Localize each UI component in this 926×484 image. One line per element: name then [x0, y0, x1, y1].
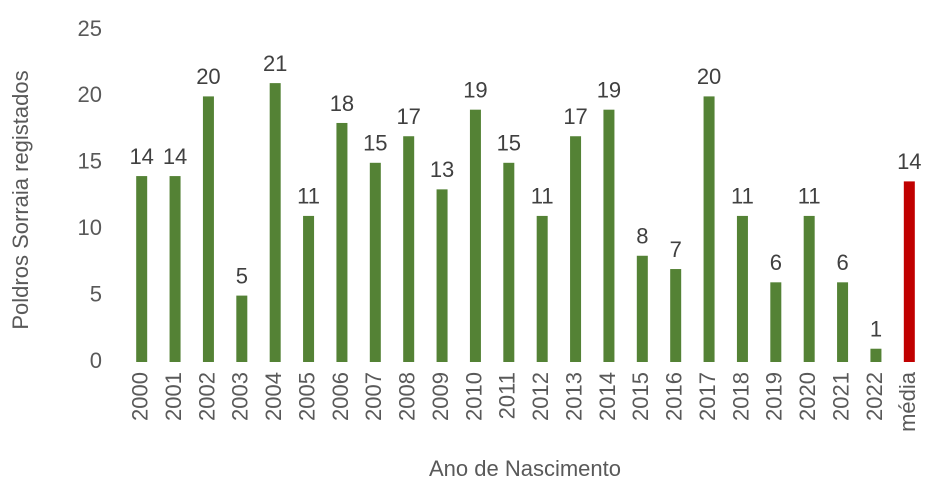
x-tick-label: 2022: [862, 372, 887, 421]
x-tick-label: 2013: [561, 372, 586, 421]
data-label: 19: [463, 77, 487, 102]
x-tick-label: 2016: [662, 372, 687, 421]
bar: [770, 282, 782, 362]
bar: [136, 176, 148, 362]
data-label: 18: [330, 91, 354, 116]
bar: [903, 181, 915, 362]
bar: [870, 348, 882, 362]
y-tick-label: 10: [78, 215, 102, 240]
data-label: 1: [870, 317, 882, 342]
data-label: 11: [531, 184, 554, 209]
data-label: 17: [563, 104, 587, 129]
x-tick-label: 2002: [194, 372, 219, 421]
data-label: 14: [129, 144, 153, 169]
data-label: 14: [163, 144, 187, 169]
bar: [603, 109, 615, 363]
bar: [269, 83, 281, 363]
y-tick-label: 25: [78, 16, 102, 41]
data-label: 8: [636, 224, 648, 249]
data-label: 6: [836, 250, 848, 275]
data-label: 11: [297, 184, 320, 209]
y-tick-label: 0: [90, 348, 102, 373]
bar: [236, 295, 248, 362]
data-label: 13: [430, 157, 454, 182]
bar: [202, 96, 214, 363]
y-tick-label: 20: [78, 82, 102, 107]
data-label: 15: [497, 131, 521, 156]
bar: [570, 136, 582, 362]
data-label: 19: [597, 77, 621, 102]
bar: [303, 215, 315, 362]
data-label: 21: [263, 51, 287, 76]
x-tick-label: 2014: [595, 372, 620, 421]
x-tick-label: 2012: [528, 372, 553, 421]
x-tick-label: 2008: [395, 372, 420, 421]
data-label: 7: [670, 237, 682, 262]
data-label: 11: [731, 184, 754, 209]
bar: [169, 176, 181, 362]
data-label: 20: [196, 64, 220, 89]
x-tick-label: 2017: [695, 372, 720, 421]
bar: [469, 109, 481, 363]
x-tick-label: 2006: [328, 372, 353, 421]
y-tick-label: 5: [90, 281, 102, 306]
x-tick-label: 2005: [294, 372, 319, 421]
x-tick-label: média: [895, 371, 920, 432]
x-tick-label: 2019: [762, 372, 787, 421]
data-label: 20: [697, 64, 721, 89]
bar: [837, 282, 849, 362]
data-label: 15: [363, 131, 387, 156]
bar: [403, 136, 415, 362]
x-tick-label: 2018: [728, 372, 753, 421]
x-tick-label: 2021: [828, 372, 853, 421]
x-axis-title: Ano de Nascimento: [429, 456, 621, 481]
bar: [336, 122, 348, 363]
x-tick-label: 2015: [628, 372, 653, 421]
x-tick-label: 2007: [361, 372, 386, 421]
x-tick-label: 2010: [461, 372, 486, 421]
bar: [670, 269, 682, 362]
data-label: 17: [396, 104, 420, 129]
x-tick-label: 2009: [428, 372, 453, 421]
bar: [503, 162, 515, 362]
x-tick-label: 2020: [795, 372, 820, 421]
x-tick-label: 2011: [495, 372, 520, 419]
data-label: 6: [770, 250, 782, 275]
bar: [436, 189, 448, 362]
bar: [703, 96, 715, 363]
bar: [636, 255, 648, 362]
data-label: 11: [798, 184, 821, 209]
bar: [369, 162, 381, 362]
y-axis-title: Poldros Sorraia registados: [8, 70, 33, 329]
y-tick-label: 15: [78, 149, 102, 174]
data-label: 5: [236, 263, 248, 288]
x-tick-label: 2004: [261, 372, 286, 421]
bar: [736, 215, 748, 362]
bar: [803, 215, 815, 362]
x-tick-label: 2001: [161, 372, 186, 421]
bar: [536, 215, 548, 362]
x-tick-label: 2000: [128, 372, 153, 421]
data-label: 14: [897, 149, 921, 174]
x-tick-label: 2003: [228, 372, 253, 421]
